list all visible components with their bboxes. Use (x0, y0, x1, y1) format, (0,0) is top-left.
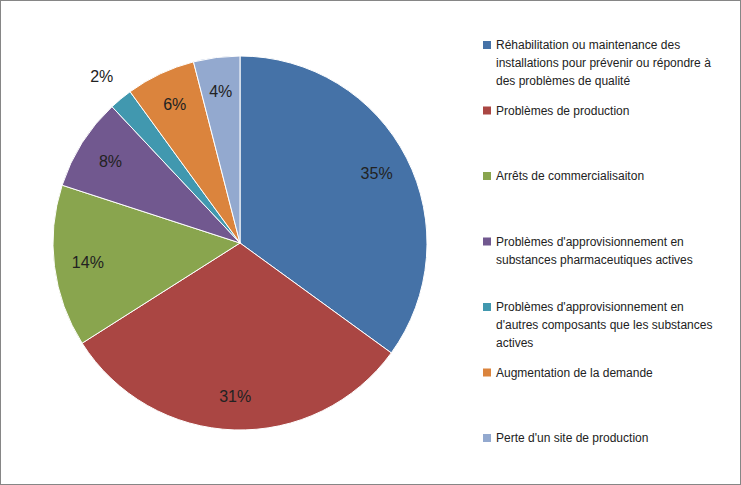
legend-label: Problèmes d'approvisionnement en d'autre… (496, 298, 728, 352)
frame (1, 1, 741, 485)
legend-label: Problèmes de production (496, 102, 728, 120)
data-label: 14% (72, 254, 104, 271)
legend-swatch (483, 434, 491, 442)
data-label: 8% (99, 153, 122, 170)
slice (193, 56, 240, 243)
legend-label: Arrêts de commercialisaiton (496, 167, 728, 185)
legend-label: Réhabilitation ou maintenance des instal… (496, 36, 728, 90)
slices (53, 56, 427, 430)
data-label: 2% (90, 68, 113, 85)
data-labels: 35% 31% 14% 8% 2% 6% 4% (72, 68, 393, 405)
legend (483, 41, 491, 442)
data-label: 4% (209, 83, 232, 100)
legend-swatch (483, 303, 491, 311)
legend-swatch (483, 107, 491, 115)
legend-label: Perte d'un site de production (496, 429, 728, 447)
legend-swatch (483, 369, 491, 377)
legend-label: Problèmes d'approvisionnement en substan… (496, 233, 728, 269)
legend-swatch (483, 172, 491, 180)
legend-label: Augmentation de la demande (496, 364, 728, 382)
data-label: 6% (163, 96, 186, 113)
data-label: 35% (361, 165, 393, 182)
data-label: 31% (219, 388, 251, 405)
chart-area: 35% 31% 14% 8% 2% 6% 4% Réhabilitation ou main… (0, 0, 741, 485)
legend-swatch (483, 238, 491, 246)
legend-swatch (483, 41, 491, 49)
